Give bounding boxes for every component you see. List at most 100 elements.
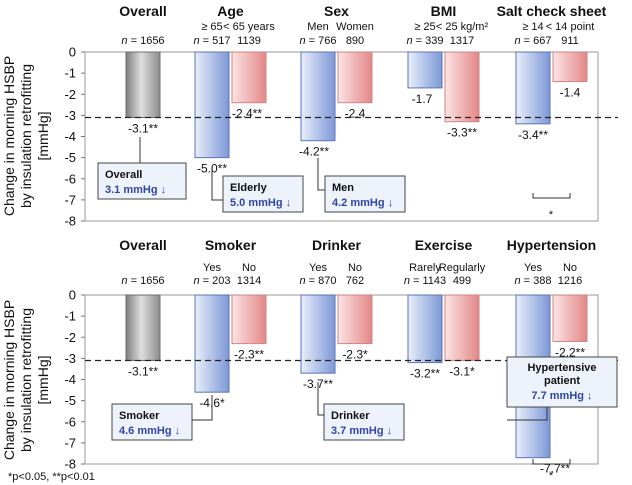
callout-leader (98, 137, 141, 164)
callout-value: 4.2 mmHg ↓ (332, 197, 393, 209)
n-label: n = 1143 (404, 275, 446, 287)
y-axis-label-line: Change in morning HSBP (1, 300, 17, 460)
y-tick-label: 0 (69, 45, 76, 60)
n-label: n = 203 (193, 275, 230, 287)
category-label: Yes (524, 262, 542, 274)
bar (407, 51, 443, 89)
n-label: 890 (346, 35, 364, 47)
y-tick-label: -6 (64, 171, 76, 186)
category-label: No (348, 262, 362, 274)
category-label: < 65 years (223, 21, 275, 33)
n-label: 499 (453, 275, 471, 287)
bar-value-label: -3.1** (128, 121, 158, 135)
bar-value-label: -3.2** (410, 367, 440, 381)
bar-value-label: -4.2** (299, 145, 329, 159)
bar-value-label: -3.1* (449, 364, 475, 378)
bracket-significance: * (549, 470, 554, 482)
n-label: n = 517 (193, 35, 230, 47)
bar (231, 51, 267, 104)
y-tick-label: -1 (64, 66, 76, 81)
n-label: n = 1656 (121, 275, 164, 287)
y-axis-label-line: by insulation retrofitting (18, 308, 34, 452)
n-label: n = 766 (299, 35, 336, 47)
y-tick-label: -1 (64, 309, 76, 324)
n-label: n = 339 (406, 35, 443, 47)
n-label: 1139 (237, 35, 261, 47)
callout-leader (317, 158, 325, 191)
bar (337, 51, 373, 104)
group-title: Age (217, 3, 244, 19)
y-tick-label: -5 (64, 150, 76, 165)
group-title: Exercise (415, 237, 473, 253)
n-label: 1314 (237, 275, 261, 287)
bar-value-label: -2.4 (345, 107, 366, 121)
group-title: Smoker (205, 237, 257, 253)
bar (407, 294, 443, 364)
callout-box (323, 403, 405, 441)
group-title: Overall (119, 3, 166, 19)
y-tick-label: -7 (64, 192, 76, 207)
y-tick-label: -2 (64, 330, 76, 345)
category-label: No (563, 262, 577, 274)
y-tick-label: -3 (64, 108, 76, 123)
n-label: 911 (561, 35, 579, 47)
y-tick-label: -8 (64, 214, 76, 229)
callout-title: patient (544, 375, 580, 387)
footnote: *p<0.05, **p<0.01 (8, 471, 95, 483)
callout-leader (211, 170, 223, 201)
y-axis-label-line: Change in morning HSBP (1, 56, 17, 216)
bar (194, 294, 230, 393)
bar (231, 294, 267, 345)
y-axis-label: Change in morning HSBP by insulation retr… (1, 56, 51, 216)
bar-value-label: -3.3** (447, 126, 477, 140)
category-label: < 25 kg/m² (436, 21, 489, 33)
bar-value-label: -2.3* (342, 348, 368, 362)
bar (552, 51, 588, 83)
callout-title: Men (332, 182, 354, 194)
callout-box (506, 356, 618, 408)
callout-title: Overall (105, 169, 142, 181)
callout-value: 7.7 mmHg ↓ (531, 390, 592, 402)
y-axis-label-line: by insulation retrofitting (18, 64, 34, 208)
bar (337, 294, 373, 345)
callout-box (111, 403, 193, 441)
callout-box (97, 162, 187, 200)
callout-value: 3.7 mmHg ↓ (331, 425, 392, 437)
category-label: Yes (203, 262, 221, 274)
bar-value-label: -3.4** (518, 128, 548, 142)
bar-value-label: -2.2** (555, 345, 585, 359)
callout-box (324, 175, 406, 213)
bar (300, 51, 336, 142)
y-axis-label-line: [mmHg] (35, 356, 51, 405)
bar-value-label: -3.1** (128, 364, 158, 378)
group-title: Sex (324, 3, 349, 19)
bracket-significance: * (549, 209, 554, 221)
bar (125, 51, 161, 118)
y-axis-label-line: [mmHg] (35, 112, 51, 161)
callout-box (222, 175, 304, 213)
group-title: Drinker (312, 237, 362, 253)
y-tick-label: 0 (69, 288, 76, 303)
y-tick-label: -2 (64, 87, 76, 102)
bar (300, 294, 336, 374)
bar-value-label: -7.7** (540, 462, 570, 476)
callout-leader (317, 382, 324, 416)
group-title: BMI (431, 3, 457, 19)
category-label: Women (336, 21, 374, 33)
y-axis-label: Change in morning HSBP by insulation retr… (1, 300, 51, 460)
callout-value: 4.6 mmHg ↓ (119, 425, 180, 437)
callout-title: Drinker (331, 410, 370, 422)
bar-value-label: -1.7 (412, 92, 433, 106)
category-label: No (242, 262, 256, 274)
n-label: 1216 (558, 275, 582, 287)
n-label: 762 (346, 275, 364, 287)
bar (444, 51, 480, 123)
category-label: ≥ 65 (201, 21, 222, 33)
category-label: Regularly (439, 262, 486, 274)
bar (194, 51, 230, 159)
category-label: ≥ 14 (522, 21, 543, 33)
bar-value-label: -2.4** (232, 107, 262, 121)
bar-value-label: -1.4 (560, 86, 581, 100)
significance-bracket (532, 459, 571, 465)
